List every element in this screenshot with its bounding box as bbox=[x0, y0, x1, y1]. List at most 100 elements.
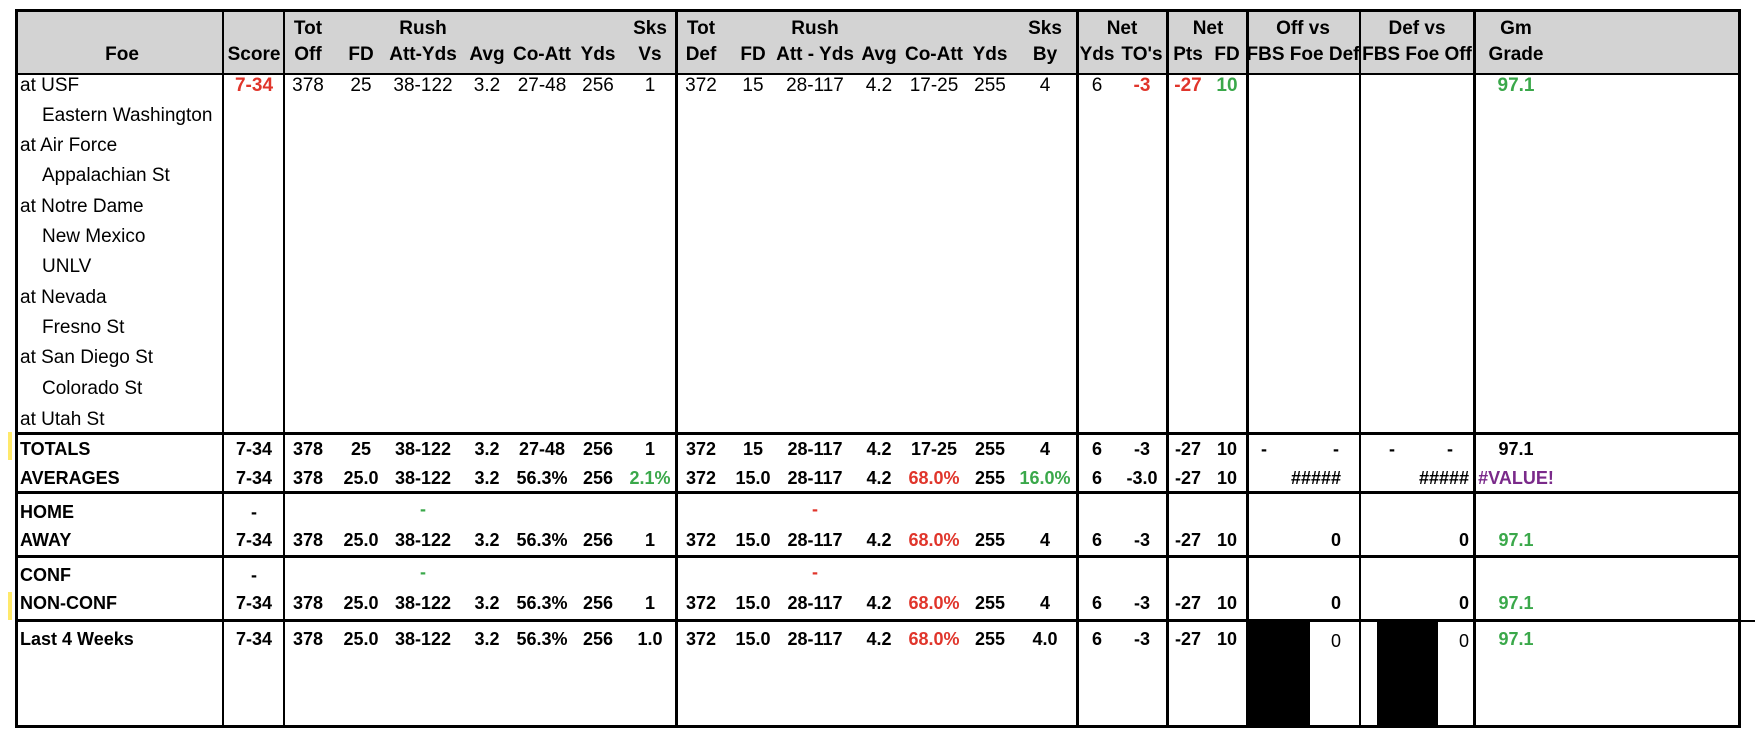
away-off-vs: 0 bbox=[1330, 530, 1342, 550]
last4-avg: 3.2 bbox=[474, 629, 500, 649]
header-rush-def-bottom: Att - Yds bbox=[776, 44, 854, 65]
last4-co-att-def: 68.0% bbox=[908, 629, 960, 649]
away-gm-grade: 97.1 bbox=[1498, 530, 1534, 550]
totals-avg: 3.2 bbox=[474, 439, 500, 459]
col-divider bbox=[1359, 12, 1361, 728]
away-avg: 3.2 bbox=[474, 530, 500, 550]
last4-sks-by: 4.0 bbox=[1032, 629, 1058, 649]
averages-rush: 38-122 bbox=[394, 468, 452, 488]
header-rush-bottom: Att-Yds bbox=[389, 44, 457, 65]
nonconf-def-vs: 0 bbox=[1458, 593, 1470, 613]
rush-att-yds: 38-122 bbox=[393, 75, 453, 96]
header-off-vs-top: Off vs bbox=[1276, 18, 1330, 39]
nonconf-yds-def: 255 bbox=[974, 593, 1006, 613]
header-yds-def: Yds bbox=[972, 44, 1008, 65]
net-yds: 6 bbox=[1091, 75, 1103, 96]
home-rush: - bbox=[420, 499, 426, 519]
header-sks-vs-top: Sks bbox=[633, 18, 667, 39]
header-net-pts-group: Net bbox=[1192, 18, 1224, 39]
last4-score: 7-34 bbox=[235, 629, 273, 649]
averages-yds-def: 255 bbox=[974, 468, 1006, 488]
nonconf-net-yds: 6 bbox=[1091, 593, 1103, 613]
header-net-tos: TO's bbox=[1121, 44, 1163, 65]
pass-co-att: 27-48 bbox=[517, 75, 567, 96]
row-divider bbox=[18, 619, 1738, 622]
totals-gm-grade: 97.1 bbox=[1498, 439, 1534, 459]
totals-net-yds: 6 bbox=[1091, 439, 1103, 459]
foe-name: at Nevada bbox=[20, 287, 107, 308]
header-net-pts: Pts bbox=[1173, 44, 1203, 65]
col-divider bbox=[1166, 12, 1169, 728]
header-rush-def-top: Rush bbox=[791, 18, 839, 39]
rush-avg-def: 4.2 bbox=[865, 75, 893, 96]
totals-tot-off: 378 bbox=[292, 439, 324, 459]
foe-name: at USF bbox=[20, 75, 80, 96]
averages-fd-def: 15.0 bbox=[735, 468, 771, 488]
averages-net-yds: 6 bbox=[1091, 468, 1103, 488]
nonconf-net-tos: -3 bbox=[1133, 593, 1151, 613]
away-yds: 256 bbox=[582, 530, 614, 550]
averages-avg: 3.2 bbox=[474, 468, 500, 488]
foe-name: Colorado St bbox=[42, 378, 143, 399]
foe-name: Eastern Washington bbox=[42, 105, 213, 126]
nonconf-fd-def: 15.0 bbox=[735, 593, 771, 613]
averages-sks-vs: 2.1% bbox=[629, 468, 671, 488]
stats-table: Foe Score Tot Off FD Rush Att-Yds Avg Co… bbox=[15, 9, 1741, 728]
averages-avg-def: 4.2 bbox=[866, 468, 892, 488]
averages-net-pts: -27 bbox=[1174, 468, 1202, 488]
rush-att-yds-def: 28-117 bbox=[786, 75, 844, 96]
foe-name: UNLV bbox=[42, 256, 92, 277]
foe-name: at Air Force bbox=[20, 135, 118, 156]
foe-name: at Utah St bbox=[20, 409, 105, 430]
foe-name: Fresno St bbox=[42, 317, 125, 338]
away-net-tos: -3 bbox=[1133, 530, 1151, 550]
game-grade: 97.1 bbox=[1497, 75, 1535, 96]
header-tot-def-bottom: Def bbox=[685, 44, 717, 65]
averages-net-tos: -3.0 bbox=[1126, 468, 1158, 488]
header-yds: Yds bbox=[580, 44, 616, 65]
last4-net-yds: 6 bbox=[1091, 629, 1103, 649]
totals-def-vs-a: - bbox=[1389, 439, 1395, 459]
away-net-yds: 6 bbox=[1091, 530, 1103, 550]
averages-rush-def: 28-117 bbox=[787, 468, 843, 488]
pass-co-att-def: 17-25 bbox=[909, 75, 959, 96]
col-divider bbox=[1246, 12, 1249, 728]
last4-fd-def: 15.0 bbox=[735, 629, 771, 649]
header-tot-def-top: Tot bbox=[686, 18, 716, 39]
net-turnovers: -3 bbox=[1133, 75, 1151, 96]
net-points: -27 bbox=[1174, 75, 1202, 96]
away-co-att: 56.3% bbox=[516, 530, 568, 550]
header-gm-grade-top: Gm bbox=[1500, 18, 1532, 39]
away-net-pts: -27 bbox=[1174, 530, 1202, 550]
net-first-downs: 10 bbox=[1216, 75, 1238, 96]
last4-yds-def: 255 bbox=[974, 629, 1006, 649]
totals-fd: 25 bbox=[350, 439, 372, 459]
nonconf-tot-off: 378 bbox=[292, 593, 324, 613]
col-divider bbox=[283, 12, 285, 728]
col-divider bbox=[222, 12, 224, 728]
nonconf-net-fd: 10 bbox=[1216, 593, 1238, 613]
away-co-att-def: 68.0% bbox=[908, 530, 960, 550]
nonconf-rush: 38-122 bbox=[394, 593, 452, 613]
header-foe: Foe bbox=[105, 44, 139, 65]
rush-avg: 3.2 bbox=[473, 75, 501, 96]
away-fd-def: 15.0 bbox=[735, 530, 771, 550]
row-divider bbox=[18, 432, 1738, 435]
last4-off-vs: 0 bbox=[1330, 631, 1342, 651]
conf-label: CONF bbox=[20, 565, 71, 585]
nonconf-score: 7-34 bbox=[235, 593, 273, 613]
away-rush: 38-122 bbox=[394, 530, 452, 550]
nonconf-tot-def: 372 bbox=[685, 593, 717, 613]
averages-tot-off: 378 bbox=[292, 468, 324, 488]
away-sks-vs: 1 bbox=[644, 530, 656, 550]
first-downs-def: 15 bbox=[742, 75, 764, 96]
totals-co-att-def: 17-25 bbox=[910, 439, 958, 459]
last4-label: Last 4 Weeks bbox=[20, 629, 134, 649]
header-background bbox=[18, 12, 1738, 75]
header-tot-off-top: Tot bbox=[293, 18, 323, 39]
away-tot-off: 378 bbox=[292, 530, 324, 550]
nonconf-sks-by: 4 bbox=[1039, 593, 1051, 613]
header-fd: FD bbox=[348, 44, 374, 65]
last4-rush-def: 28-117 bbox=[787, 629, 843, 649]
sacks-vs: 1 bbox=[644, 75, 656, 96]
